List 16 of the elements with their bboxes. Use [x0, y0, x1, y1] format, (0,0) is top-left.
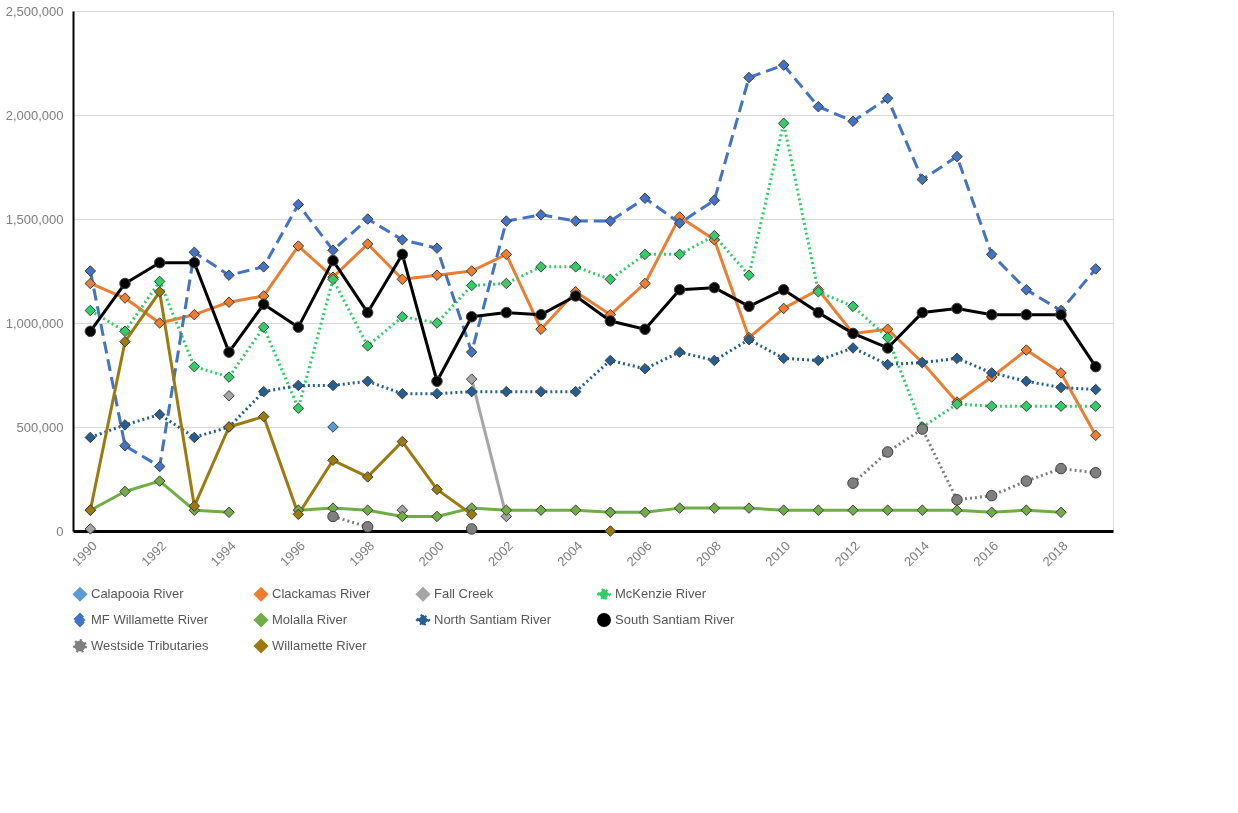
y-tick-label: 0: [56, 523, 64, 539]
y-tick-label: 1,500,000: [5, 211, 64, 227]
legend-label: Calapooia River: [91, 586, 185, 602]
legend-label: Willamette River: [272, 638, 368, 653]
legend-label: McKenzie River: [615, 586, 707, 602]
legend-label: MF Willamette River: [91, 612, 209, 627]
legend-label: Molalla River: [272, 612, 348, 627]
y-tick-label: 1,000,000: [5, 315, 64, 331]
legend-label: South Santiam River: [615, 612, 735, 627]
legend-label: Clackamas River: [272, 586, 371, 602]
y-tick-label: 500,000: [16, 419, 64, 435]
y-tick-label: 2,000,000: [5, 107, 64, 123]
legend-label: Fall Creek: [434, 586, 494, 602]
y-tick-label: 2,500,000: [5, 3, 64, 19]
legend-label: North Santiam River: [434, 612, 552, 627]
legend-label: Westside Tributaries: [91, 638, 210, 653]
